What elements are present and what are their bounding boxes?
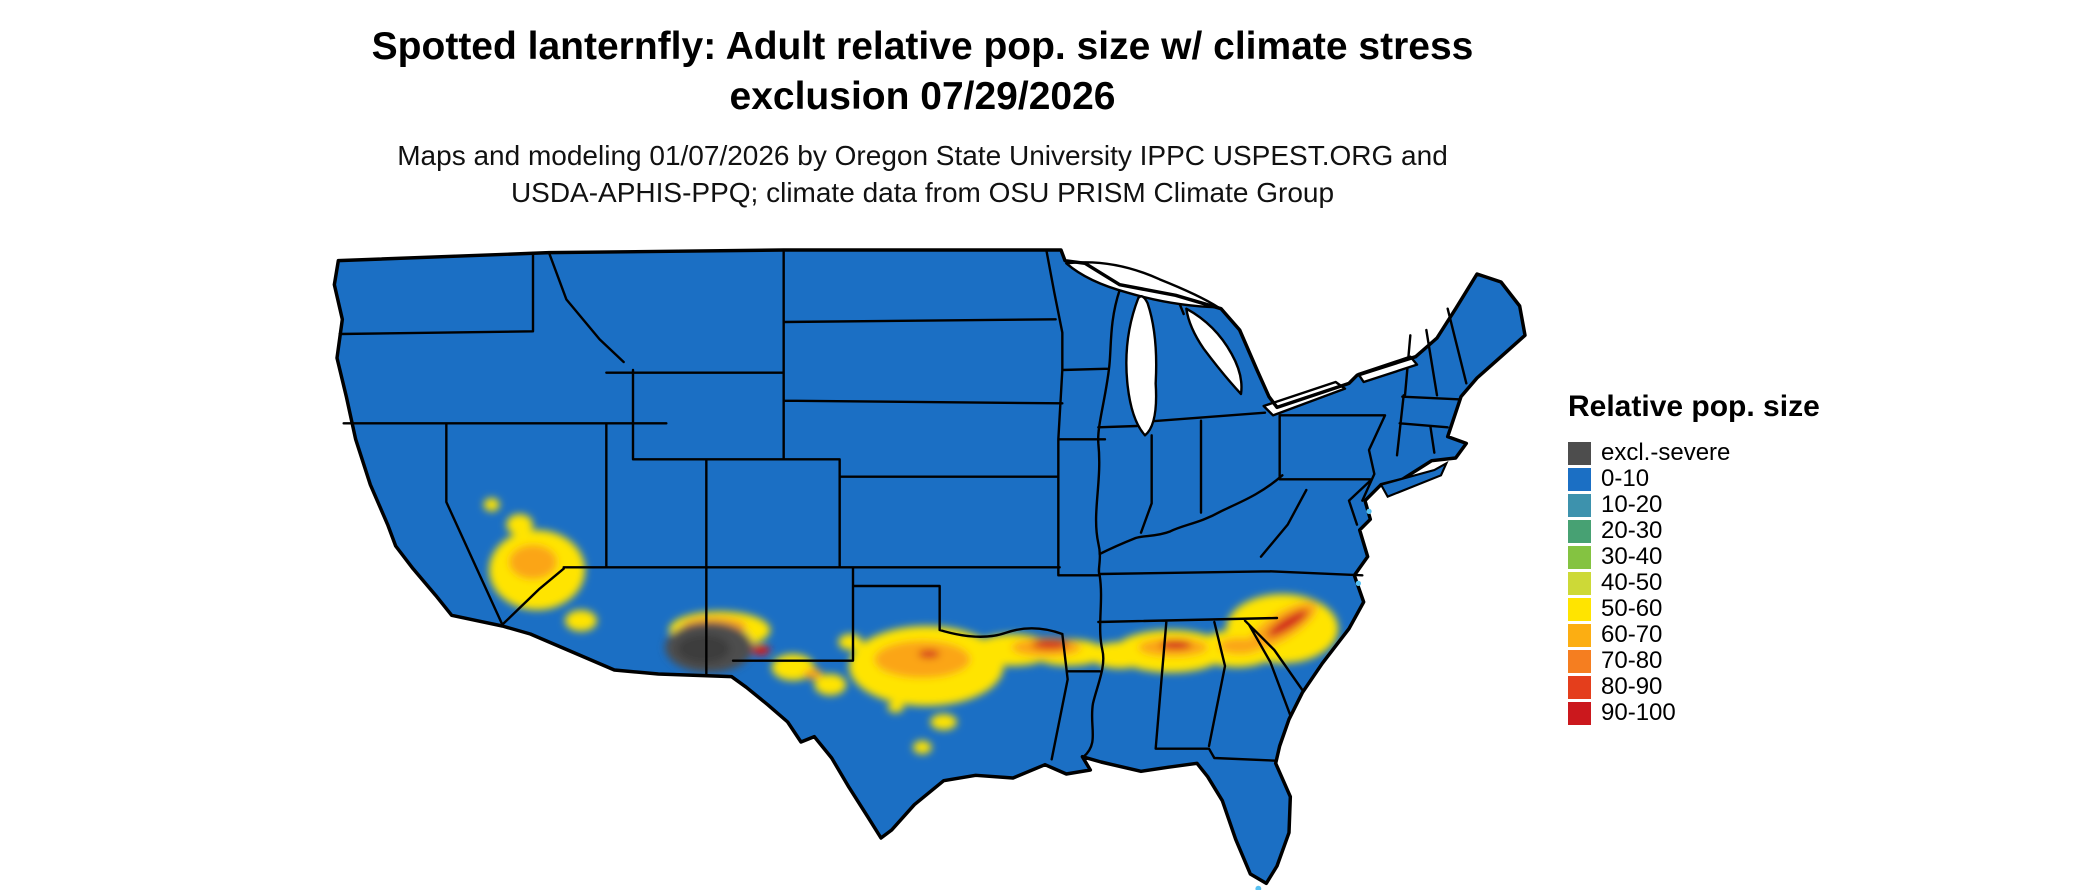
subtitle-line2: USDA-APHIS-PPQ; climate data from OSU PR… — [510, 176, 1335, 208]
legend-item: 90-100 — [1568, 699, 1820, 726]
legend-item-label: 40-50 — [1601, 569, 1663, 596]
legend-title: Relative pop. size — [1568, 390, 1820, 423]
legend-swatch — [1568, 571, 1591, 595]
legend-swatch — [1568, 649, 1591, 673]
legend-item: 60-70 — [1568, 621, 1820, 648]
legend-item-label: 80-90 — [1601, 673, 1663, 700]
legend-swatch — [1568, 675, 1591, 699]
legend-item: 50-60 — [1568, 595, 1820, 622]
legend-item-label: 10-20 — [1601, 491, 1663, 518]
legend-swatch — [1568, 467, 1591, 491]
legend-swatch — [1568, 441, 1591, 465]
legend-item: 40-50 — [1568, 569, 1820, 596]
legend-item-label: 30-40 — [1601, 543, 1663, 570]
legend-swatch — [1568, 545, 1591, 569]
legend-item-label: 70-80 — [1601, 647, 1663, 674]
legend-item: 0-10 — [1568, 465, 1820, 492]
legend-item: 30-40 — [1568, 543, 1820, 570]
legend-item-label: 20-30 — [1601, 517, 1663, 544]
legend-item: 70-80 — [1568, 647, 1820, 674]
legend-item: 20-30 — [1568, 517, 1820, 544]
legend-swatch — [1568, 701, 1591, 725]
legend-item: 10-20 — [1568, 491, 1820, 518]
us-map — [316, 226, 1530, 890]
legend-item-label: 90-100 — [1601, 699, 1676, 726]
map-legend: Relative pop. size excl.-severe 0-10 10-20… — [1568, 390, 1820, 726]
page-title-line2: exclusion 07/29/2026 — [729, 74, 1116, 118]
legend-item-label: excl.-severe — [1601, 439, 1731, 466]
legend-item-label: 60-70 — [1601, 621, 1663, 648]
map-subtitle: Maps and modeling 01/07/2026 by Oregon S… — [0, 138, 1845, 212]
subtitle-line1: Maps and modeling 01/07/2026 by Oregon S… — [397, 139, 1448, 171]
legend-item-label: 50-60 — [1601, 595, 1663, 622]
legend-swatch — [1568, 623, 1591, 647]
legend-items: excl.-severe 0-10 10-20 20-30 30-40 40-50 50-6… — [1568, 439, 1820, 726]
us-map-svg — [332, 248, 1527, 890]
legend-item-label: 0-10 — [1601, 465, 1650, 492]
map-header: Spotted lanternfly: Adult relative pop. … — [0, 22, 1845, 212]
legend-swatch — [1568, 519, 1591, 543]
legend-swatch — [1568, 493, 1591, 517]
page-title-line1: Spotted lanternfly: Adult relative pop. … — [371, 25, 1474, 68]
legend-item: excl.-severe — [1568, 439, 1820, 466]
legend-swatch — [1568, 597, 1591, 621]
legend-item: 80-90 — [1568, 673, 1820, 700]
